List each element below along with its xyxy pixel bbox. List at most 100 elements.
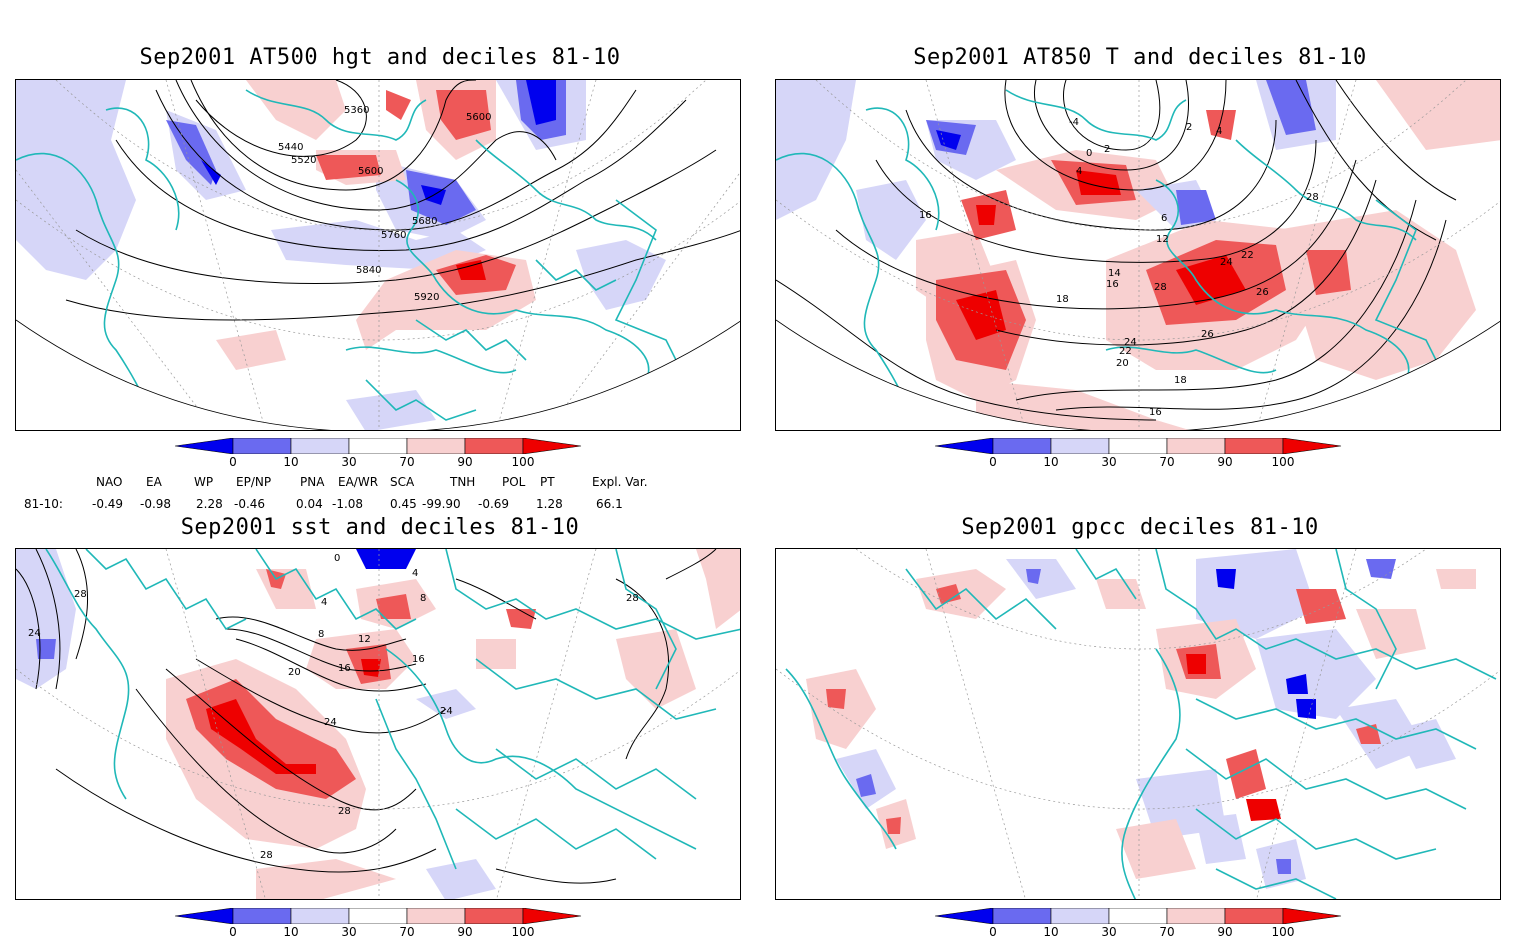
- contour-label: 26: [1201, 329, 1214, 340]
- map-850t: -4 0 2 4 4 2 6 12 14 16 16 18 20 22 24 2…: [775, 79, 1501, 431]
- index-header: SCA: [390, 475, 415, 489]
- contour-label: 16: [338, 663, 351, 674]
- colorbar-tick-label: 100: [1271, 455, 1295, 469]
- map-gpcc: [775, 548, 1501, 900]
- panel-title-sst: Sep2001 sst and deciles 81-10: [180, 515, 580, 540]
- contour-label: 18: [1174, 375, 1187, 386]
- colorbar-tick-label: 0: [229, 455, 237, 469]
- map-500hgt-graphic: 5360 5440 5520 5600 5600 5680 5760 5840 …: [16, 80, 740, 430]
- contour-label: 5920: [414, 292, 439, 303]
- colorbar-tick-label: 30: [341, 925, 357, 939]
- colorbar-segment: [992, 438, 1052, 454]
- contour-label: 22: [1241, 250, 1254, 261]
- colorbar-segment: [175, 908, 234, 924]
- map-500hgt: 5360 5440 5520 5600 5600 5680 5760 5840 …: [15, 79, 741, 431]
- index-header: TNH: [450, 475, 476, 489]
- colorbar-tick-label: 90: [1217, 455, 1233, 469]
- colorbar-500hgt: 0 10 30 70 90 100: [175, 438, 595, 469]
- contour-label: 14: [1108, 268, 1121, 279]
- contour-label: 5520: [291, 155, 316, 166]
- colorbar-segment: [406, 438, 466, 454]
- panel-title-850t: Sep2001 AT850 T and deciles 81-10: [913, 45, 1367, 70]
- colorbar-tick-label: 90: [457, 455, 473, 469]
- contour-label: 6: [1161, 213, 1167, 224]
- colorbar-tick-label: 90: [457, 925, 473, 939]
- contour-label: 5600: [358, 166, 383, 177]
- colorbar-tick-label: 0: [989, 455, 997, 469]
- index-header: EP/NP: [236, 475, 272, 489]
- colorbar-segment: [1224, 438, 1284, 454]
- contour-label: 4: [1076, 166, 1082, 177]
- contour-label: 28: [626, 593, 639, 604]
- colorbar-tick-label: 100: [511, 455, 535, 469]
- colorbar-tick-label: 100: [511, 925, 535, 939]
- contour-label: 0: [1086, 148, 1092, 159]
- index-value: -99.90: [422, 497, 461, 511]
- map-sst-graphic: 28 24 0 4 8 12 16 20 24 28 28 4 8 16 24 …: [16, 549, 740, 899]
- index-value: 1.28: [536, 497, 563, 511]
- colorbar-tick-label: 100: [1271, 925, 1295, 939]
- contour-label: 8: [318, 629, 324, 640]
- colorbar-segment: [1050, 908, 1110, 924]
- colorbar-tick-label: 10: [283, 925, 299, 939]
- map-sst: 28 24 0 4 8 12 16 20 24 28 28 4 8 16 24 …: [15, 548, 741, 900]
- colorbar-segment: [464, 908, 524, 924]
- contour-label: 28: [74, 589, 87, 600]
- colorbar-segment: [1282, 438, 1342, 454]
- contour-label: 20: [288, 667, 301, 678]
- contour-label: 5360: [344, 105, 369, 116]
- colorbar-segment: [522, 908, 582, 924]
- index-header: EA/WR: [338, 475, 379, 489]
- contour-label: 18: [1056, 294, 1069, 305]
- contour-label: 24: [324, 717, 337, 728]
- colorbar-segment: [348, 438, 408, 454]
- contour-label: 16: [919, 210, 932, 221]
- index-header: POL: [502, 475, 526, 489]
- colorbar-tick-label: 70: [1159, 925, 1175, 939]
- colorbar-tick-label: 70: [1159, 455, 1175, 469]
- colorbar-segment: [1166, 438, 1226, 454]
- index-value: 0.04: [296, 497, 323, 511]
- contour-label: 24: [28, 628, 41, 639]
- index-header: NAO: [96, 475, 123, 489]
- contour-label: 24: [1124, 337, 1137, 348]
- contour-label: 28: [338, 806, 351, 817]
- contour-label: 5440: [278, 142, 303, 153]
- colorbar-segment: [290, 908, 350, 924]
- index-value: -0.49: [92, 497, 124, 511]
- contour-label: -4: [1069, 117, 1079, 128]
- colorbar-segment: [290, 438, 350, 454]
- index-header: WP: [194, 475, 214, 489]
- colorbar-segment: [935, 438, 994, 454]
- colorbar-segment: [406, 908, 466, 924]
- contour-label: 24: [1220, 257, 1233, 268]
- index-value: -1.08: [332, 497, 364, 511]
- contour-label: 22: [1119, 346, 1132, 357]
- contour-label: 16: [1106, 279, 1119, 290]
- contour-label: 28: [260, 850, 273, 861]
- index-row-label: 81-10:: [24, 497, 63, 511]
- colorbar-segment: [522, 438, 582, 454]
- contour-label: 4: [1216, 126, 1222, 137]
- contour-label: 0: [334, 553, 340, 564]
- contour-label: 16: [412, 654, 425, 665]
- colorbar-segment: [232, 908, 292, 924]
- colorbar-segment: [935, 908, 994, 924]
- colorbar-segment: [992, 908, 1052, 924]
- colorbar-segment: [1224, 908, 1284, 924]
- contour-label: 2: [1104, 144, 1110, 155]
- colorbar-tick-label: 70: [399, 455, 415, 469]
- contour-label: 20: [1116, 358, 1129, 369]
- colorbar-sst: 0 10 30 70 90 100: [175, 908, 595, 939]
- colorbar-segment: [1166, 908, 1226, 924]
- contour-label: 5680: [412, 216, 437, 227]
- colorbar-tick-label: 0: [989, 925, 997, 939]
- index-value: 2.28: [196, 497, 223, 511]
- colorbar-850t: 0 10 30 70 90 100: [935, 438, 1355, 469]
- colorbar-tick-label: 10: [283, 455, 299, 469]
- colorbar-segment: [348, 908, 408, 924]
- map-gpcc-graphic: [776, 549, 1500, 899]
- index-header: PNA: [300, 475, 325, 489]
- contour-label: 8: [420, 593, 426, 604]
- colorbar-segment: [175, 438, 234, 454]
